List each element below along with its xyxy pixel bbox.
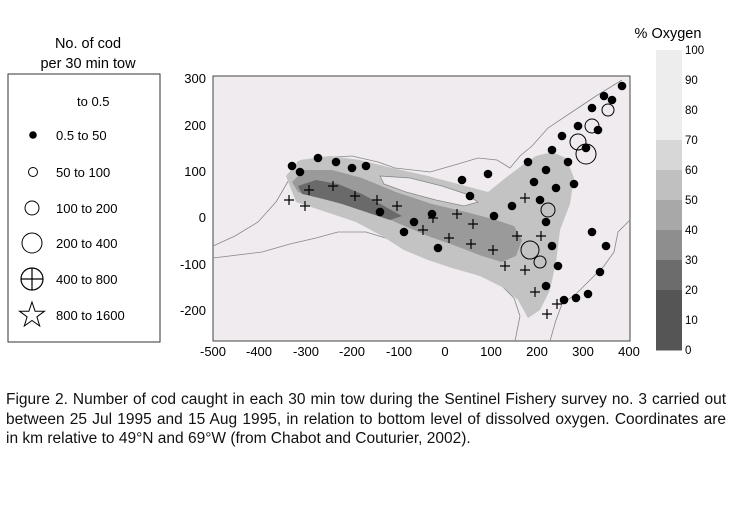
filled-dot-icon bbox=[29, 131, 37, 139]
colorbar-tick-label: 50 bbox=[685, 195, 698, 207]
colorbar-segment bbox=[656, 50, 682, 81]
colorbar-title: % Oxygen bbox=[635, 26, 702, 42]
x-tick: 100 bbox=[480, 344, 502, 359]
colorbar-tick-label: 30 bbox=[685, 255, 698, 267]
x-tick: 200 bbox=[526, 344, 548, 359]
colorbar-shades bbox=[656, 50, 682, 351]
colorbar-segment bbox=[656, 290, 682, 321]
legend-box bbox=[7, 73, 161, 343]
anticosti-island bbox=[379, 175, 479, 207]
legend-title-line2: per 30 min tow bbox=[40, 56, 136, 72]
medium-circle-icon bbox=[24, 200, 40, 216]
east-coast-outline bbox=[549, 219, 631, 342]
figure-caption: Figure 2. Number of cod caught in each 3… bbox=[6, 391, 726, 447]
star-icon bbox=[17, 300, 47, 328]
land-outline bbox=[212, 79, 623, 247]
oxygen-band-dark bbox=[298, 180, 402, 220]
legend-label-0: to 0.5 bbox=[77, 94, 110, 109]
y-tick: 0 bbox=[199, 210, 206, 225]
legend-label-2: 50 to 100 bbox=[56, 165, 110, 180]
legend-label-1: 0.5 to 50 bbox=[56, 128, 107, 143]
colorbar-segment bbox=[656, 110, 682, 141]
y-axis: 300 200 100 0 -100 -200 bbox=[180, 71, 206, 318]
map: -500 -400 -300 -200 -100 0 100 200 300 4… bbox=[180, 71, 640, 359]
colorbar-tick-label: 70 bbox=[685, 135, 698, 147]
colorbar-tick-label: 60 bbox=[685, 165, 698, 177]
legend-label-3: 100 to 200 bbox=[56, 201, 117, 216]
x-tick: -300 bbox=[293, 344, 319, 359]
x-tick: 400 bbox=[618, 344, 640, 359]
x-tick: -100 bbox=[386, 344, 412, 359]
legend-title-line1: No. of cod bbox=[55, 36, 121, 52]
colorbar-segment bbox=[656, 320, 682, 351]
colorbar-segment bbox=[656, 260, 682, 291]
y-tick: 300 bbox=[184, 71, 206, 86]
x-axis: -500 -400 -300 -200 -100 0 100 200 300 4… bbox=[200, 344, 640, 359]
crossed-circle-icon bbox=[20, 267, 44, 291]
small-circle-icon bbox=[28, 167, 38, 177]
colorbar-tick-label: 80 bbox=[685, 105, 698, 117]
colorbar-segment bbox=[656, 230, 682, 261]
x-tick: -200 bbox=[339, 344, 365, 359]
colorbar-tick-label: 90 bbox=[685, 75, 698, 87]
y-tick: -200 bbox=[180, 303, 206, 318]
y-tick: 200 bbox=[184, 118, 206, 133]
large-circle-icon bbox=[21, 232, 43, 254]
colorbar-tick-label: 100 bbox=[685, 45, 704, 57]
legend-label-6: 800 to 1600 bbox=[56, 308, 125, 323]
colorbar-tick-label: 20 bbox=[685, 285, 698, 297]
y-tick: 100 bbox=[184, 164, 206, 179]
tow-markers-cross bbox=[284, 181, 562, 319]
colorbar-tick-label: 0 bbox=[685, 345, 691, 357]
tow-markers-open bbox=[520, 103, 615, 269]
x-tick: -400 bbox=[246, 344, 272, 359]
colorbar-segment bbox=[656, 200, 682, 231]
colorbar-tick-label: 10 bbox=[685, 315, 698, 327]
legend: No. of cod per 30 min tow to 0.5 0.5 to … bbox=[7, 36, 161, 343]
colorbar-segment bbox=[656, 80, 682, 111]
colorbar-segment bbox=[656, 140, 682, 171]
x-tick: -500 bbox=[200, 344, 226, 359]
colorbar-segment bbox=[656, 170, 682, 201]
x-tick: 0 bbox=[441, 344, 448, 359]
legend-label-5: 400 to 800 bbox=[56, 272, 117, 287]
y-tick: -100 bbox=[180, 257, 206, 272]
legend-label-4: 200 to 400 bbox=[56, 236, 117, 251]
x-tick: 300 bbox=[572, 344, 594, 359]
colorbar-tick-label: 40 bbox=[685, 225, 698, 237]
